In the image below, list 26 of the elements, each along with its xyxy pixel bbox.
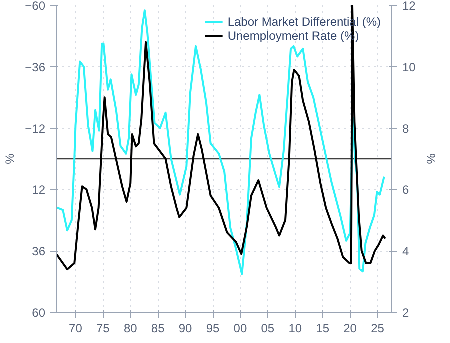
y2-tick-label: 2 <box>402 306 410 320</box>
x-tick-label: 05 <box>261 322 275 336</box>
y-tick-label: −60 <box>25 0 46 13</box>
x-tick-label: 90 <box>178 322 193 336</box>
y2-axis-title: % <box>424 154 438 165</box>
x-tick-label: 10 <box>288 322 302 336</box>
y2-tick-label: 8 <box>402 122 410 136</box>
x-tick-label: 70 <box>69 322 83 336</box>
x-tick-label: 25 <box>371 322 385 336</box>
y-tick-label: 12 <box>32 183 46 198</box>
y2-tick-label: 10 <box>402 60 416 74</box>
y2-tick-label: 12 <box>402 0 416 13</box>
y-tick-label: −12 <box>25 122 46 136</box>
y-tick-label: 60 <box>32 306 46 320</box>
x-tick-label: 20 <box>344 322 358 336</box>
y2-tick-label: 6 <box>402 183 410 198</box>
y2-tick-label: 4 <box>402 244 410 259</box>
x-tick-label: 15 <box>316 322 330 336</box>
y-axis-title: % <box>3 153 18 164</box>
x-tick-label: 85 <box>151 322 166 336</box>
x-tick-label: 75 <box>96 322 110 336</box>
x-tick-label: 00 <box>234 322 248 336</box>
y-tick-label: 36 <box>32 244 46 259</box>
x-tick-label: 80 <box>124 322 138 336</box>
y-tick-label: −36 <box>25 60 46 74</box>
x-tick-label: 95 <box>206 322 220 336</box>
